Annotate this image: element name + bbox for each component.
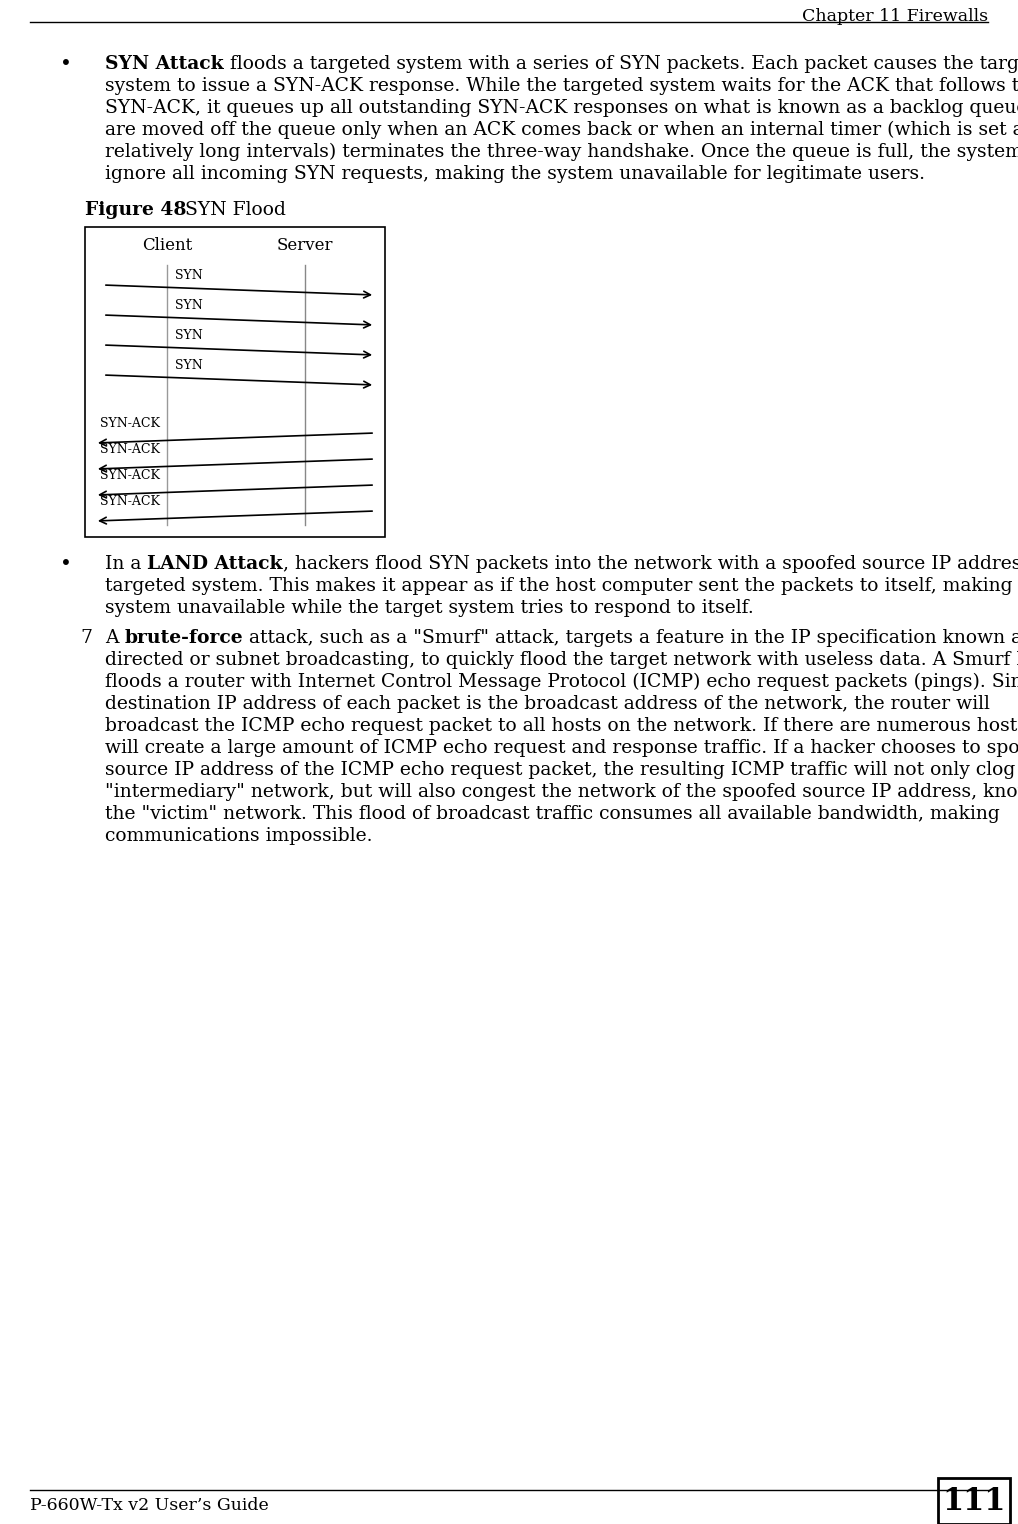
Text: floods a targeted system with a series of SYN packets. Each packet causes the ta: floods a targeted system with a series o… [224,55,1018,73]
Text: floods a router with Internet Control Message Protocol (ICMP) echo request packe: floods a router with Internet Control Me… [105,674,1018,692]
Text: SYN-ACK: SYN-ACK [100,418,160,430]
Text: "intermediary" network, but will also congest the network of the spoofed source : "intermediary" network, but will also co… [105,783,1018,802]
Text: brute-force: brute-force [124,629,243,648]
Text: the "victim" network. This flood of broadcast traffic consumes all available ban: the "victim" network. This flood of broa… [105,805,1000,823]
Text: communications impossible.: communications impossible. [105,828,373,844]
Bar [938,1478,1010,1524]
Text: attack, such as a "Smurf" attack, targets a feature in the IP specification know: attack, such as a "Smurf" attack, target… [243,629,1018,648]
Text: system unavailable while the target system tries to respond to itself.: system unavailable while the target syst… [105,599,753,617]
Text: are moved off the queue only when an ACK comes back or when an internal timer (w: are moved off the queue only when an ACK… [105,120,1018,139]
Text: SYN Flood: SYN Flood [167,201,286,219]
Text: A: A [105,629,124,648]
Text: 7: 7 [80,629,92,648]
Text: Server: Server [277,238,333,255]
Text: Chapter 11 Firewalls: Chapter 11 Firewalls [802,8,988,24]
Text: broadcast the ICMP echo request packet to all hosts on the network. If there are: broadcast the ICMP echo request packet t… [105,716,1018,735]
Text: relatively long intervals) terminates the three-way handshake. Once the queue is: relatively long intervals) terminates th… [105,143,1018,162]
Text: targeted system. This makes it appear as if the host computer sent the packets t: targeted system. This makes it appear as… [105,578,1018,594]
Text: source IP address of the ICMP echo request packet, the resulting ICMP traffic wi: source IP address of the ICMP echo reque… [105,760,1018,779]
Text: directed or subnet broadcasting, to quickly flood the target network with useles: directed or subnet broadcasting, to quic… [105,651,1018,669]
Text: destination IP address of each packet is the broadcast address of the network, t: destination IP address of each packet is… [105,695,989,713]
Text: SYN: SYN [175,360,203,372]
Text: system to issue a SYN-ACK response. While the targeted system waits for the ACK : system to issue a SYN-ACK response. Whil… [105,78,1018,94]
Text: SYN: SYN [175,270,203,282]
Text: •: • [60,555,72,575]
Bar [84,227,385,536]
Text: P-660W-Tx v2 User’s Guide: P-660W-Tx v2 User’s Guide [30,1497,269,1513]
Text: SYN-ACK: SYN-ACK [100,443,160,456]
Text: , hackers flood SYN packets into the network with a spoofed source IP address of: , hackers flood SYN packets into the net… [283,555,1018,573]
Text: will create a large amount of ICMP echo request and response traffic. If a hacke: will create a large amount of ICMP echo … [105,739,1018,757]
Text: SYN: SYN [175,299,203,312]
Text: SYN-ACK: SYN-ACK [100,495,160,507]
Text: •: • [60,55,72,75]
Text: 111: 111 [943,1486,1006,1516]
Text: ignore all incoming SYN requests, making the system unavailable for legitimate u: ignore all incoming SYN requests, making… [105,165,925,183]
Text: Figure 48: Figure 48 [84,201,186,219]
Text: SYN-ACK: SYN-ACK [100,469,160,482]
Text: SYN-ACK, it queues up all outstanding SYN-ACK responses on what is known as a ba: SYN-ACK, it queues up all outstanding SY… [105,99,1018,117]
Text: LAND Attack: LAND Attack [148,555,283,573]
Text: In a: In a [105,555,148,573]
Text: SYN Attack: SYN Attack [105,55,224,73]
Text: SYN: SYN [175,329,203,341]
Text: Client: Client [142,238,192,255]
